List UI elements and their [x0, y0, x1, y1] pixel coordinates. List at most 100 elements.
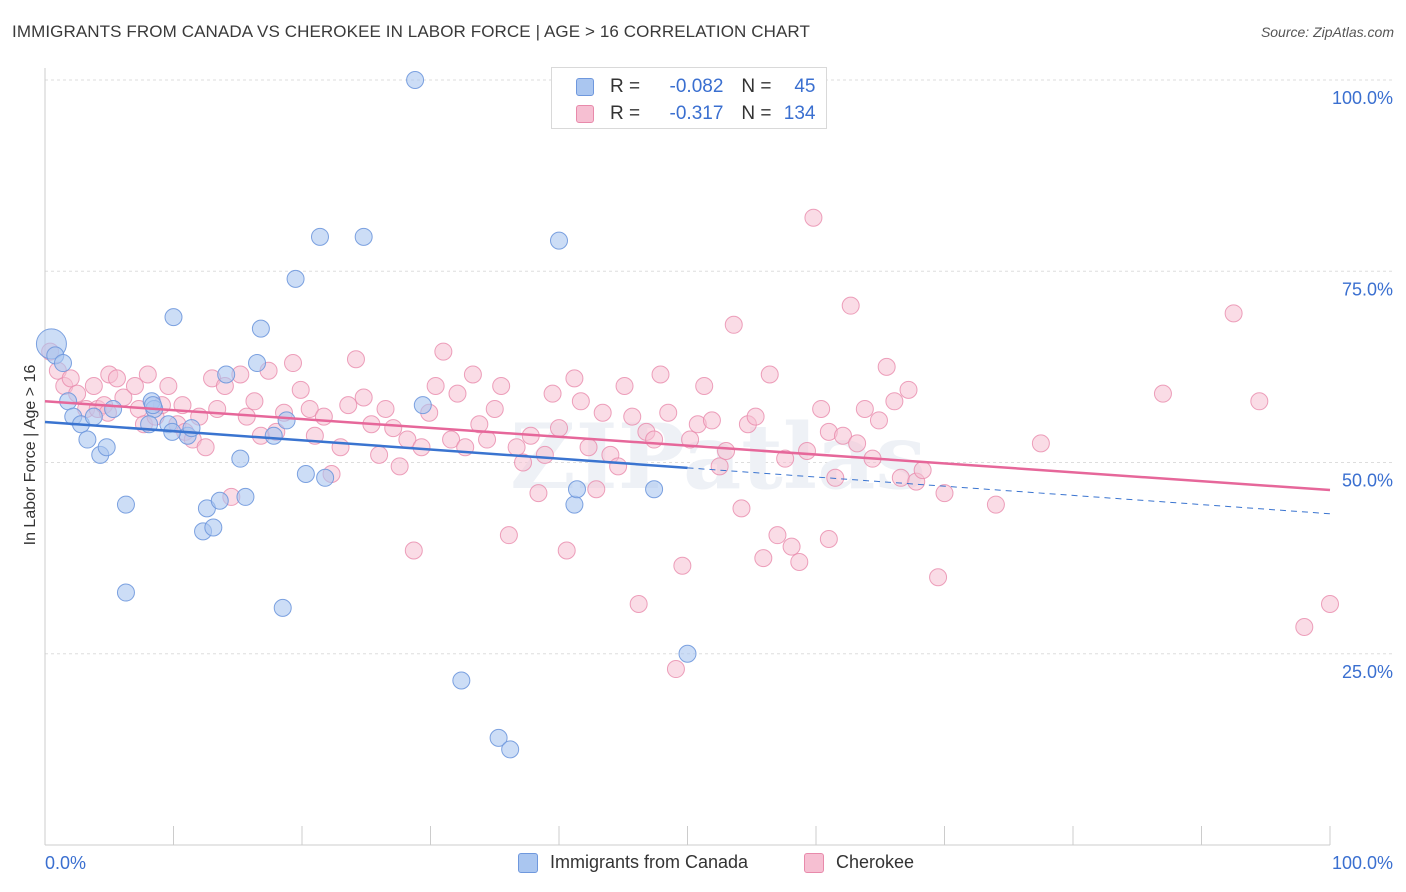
- cherokee-point: [390, 457, 409, 476]
- n-label: N =: [741, 76, 772, 97]
- cherokee-points: [41, 208, 1339, 679]
- cherokee-point: [841, 296, 860, 315]
- cherokee-point: [557, 541, 576, 560]
- canada-point: [501, 740, 520, 759]
- cherokee-point: [291, 380, 310, 399]
- cherokee-point: [1153, 384, 1172, 403]
- cherokee-point: [84, 377, 103, 395]
- canada-point: [248, 354, 267, 373]
- axes: [44, 68, 1331, 846]
- cherokee-point: [615, 377, 634, 395]
- canada-point: [645, 480, 664, 499]
- cherokee-point: [426, 377, 445, 395]
- canada-point: [97, 438, 116, 457]
- x-tick-label-min: 0.0%: [45, 853, 86, 873]
- cherokee-point: [507, 438, 526, 457]
- cherokee-legend-swatch: [804, 852, 824, 873]
- r-value-canada: -0.082: [669, 76, 724, 97]
- cherokee-point: [724, 315, 743, 334]
- cherokee-point: [855, 399, 874, 418]
- cherokee-trend-line: [44, 400, 1331, 492]
- cherokee-point: [514, 453, 533, 472]
- cherokee-point: [159, 377, 178, 395]
- cherokee-point: [1031, 434, 1050, 453]
- cherokee-point: [208, 399, 227, 418]
- canada-point: [550, 231, 568, 250]
- cherokee-point: [470, 415, 489, 434]
- legend-item-cherokee[interactable]: Cherokee: [804, 852, 914, 873]
- cherokee-point: [434, 342, 453, 361]
- cherokee-point: [782, 537, 801, 556]
- canada-point: [296, 464, 315, 483]
- y-tick-labels: 25.0% 50.0% 75.0% 100.0%: [1332, 88, 1393, 682]
- cherokee-point: [339, 396, 358, 415]
- cherokee-point: [702, 411, 721, 430]
- cherokee-point: [125, 377, 144, 395]
- cherokee-point: [754, 549, 773, 568]
- cherokee-point: [370, 445, 389, 464]
- canada-swatch: [576, 78, 594, 96]
- cherokee-point: [245, 392, 264, 411]
- cherokee-point: [760, 365, 779, 384]
- cherokee-point: [579, 438, 598, 457]
- n-value-cherokee: 134: [783, 103, 816, 124]
- canada-point: [53, 354, 72, 373]
- y-tick-label-25: 25.0%: [1342, 662, 1393, 682]
- chart-source: Source: ZipAtlas.com: [1260, 24, 1394, 40]
- cherokee-point: [681, 430, 700, 449]
- cherokee-point: [666, 660, 685, 679]
- canada-point: [354, 227, 373, 246]
- canada-point: [310, 227, 329, 246]
- cherokee-point: [61, 369, 80, 388]
- cherokee-point: [717, 442, 736, 461]
- cherokee-point: [899, 380, 918, 399]
- trend-lines: [44, 400, 1331, 515]
- r-label: R =: [610, 103, 641, 124]
- canada-trend-extension: [687, 467, 1331, 515]
- stats-row-canada: R = -0.082 N = 45: [576, 75, 816, 99]
- canada-point: [217, 365, 236, 384]
- canada-point: [116, 583, 135, 602]
- cherokee-point: [885, 392, 904, 411]
- cherokee-point: [673, 556, 692, 575]
- cherokee-point: [485, 399, 504, 418]
- canada-point: [116, 495, 135, 514]
- legend-label-canada: Immigrants from Canada: [550, 852, 749, 872]
- cherokee-point: [935, 484, 954, 503]
- cherokee-point: [499, 526, 518, 545]
- cherokee-point: [913, 461, 932, 480]
- cherokee-point: [768, 526, 787, 545]
- canada-point: [565, 495, 584, 514]
- canada-point: [84, 407, 103, 426]
- chart-title: IMMIGRANTS FROM CANADA VS CHEROKEE IN LA…: [12, 22, 810, 41]
- cherokee-point: [623, 407, 642, 426]
- cherokee-point: [550, 419, 568, 438]
- cherokee-point: [798, 442, 817, 461]
- cherokee-point: [629, 595, 648, 614]
- cherokee-point: [929, 568, 948, 587]
- canada-point: [236, 487, 255, 506]
- x-tick-labels: 0.0% 100.0%: [45, 853, 1393, 873]
- cherokee-point: [535, 445, 554, 464]
- canada-point: [273, 598, 292, 617]
- cherokee-point: [543, 384, 562, 403]
- y-tick-label-50: 50.0%: [1342, 471, 1393, 491]
- cherokee-point: [492, 377, 511, 395]
- cherokee-point: [463, 365, 482, 384]
- canada-legend-swatch: [518, 852, 538, 873]
- cherokee-point: [346, 350, 365, 369]
- cherokee-point: [314, 407, 333, 426]
- canada-point: [286, 269, 305, 288]
- cherokee-point: [819, 530, 838, 548]
- legend-item-canada[interactable]: Immigrants from Canada: [518, 852, 748, 873]
- canada-point: [452, 671, 471, 690]
- canada-point: [78, 430, 97, 449]
- canada-trend-line: [44, 420, 688, 470]
- canada-point: [143, 396, 162, 415]
- cherokee-point: [848, 434, 867, 453]
- canada-point: [277, 411, 296, 430]
- canada-point: [316, 468, 335, 487]
- cherokee-point: [565, 369, 584, 388]
- cherokee-point: [384, 419, 403, 438]
- canada-point: [164, 308, 183, 327]
